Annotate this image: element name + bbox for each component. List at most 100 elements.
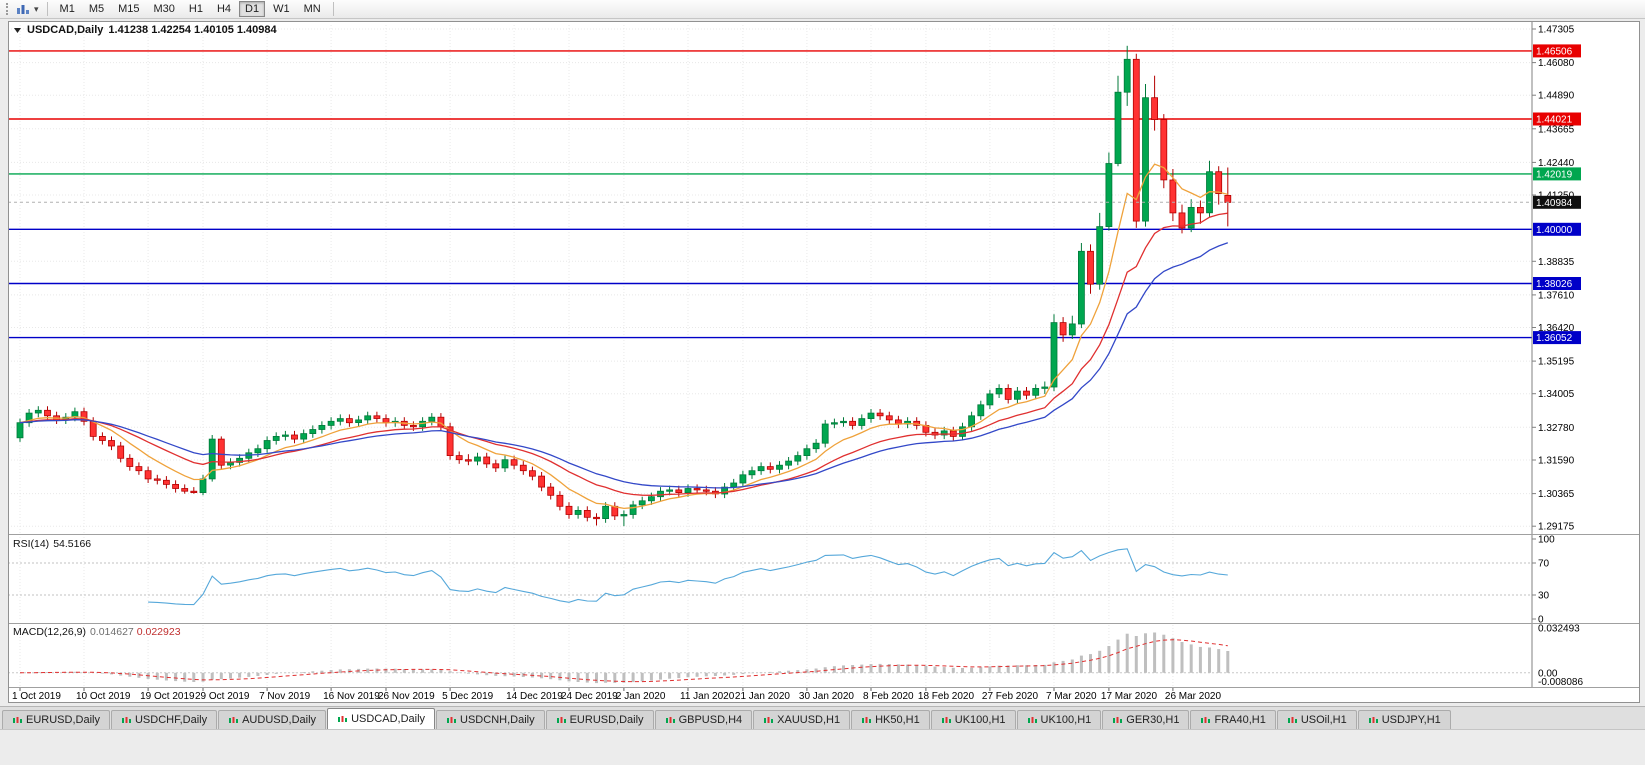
rsi-indicator-label: RSI(14) 54.5166 — [13, 538, 91, 550]
dropdown-caret-icon[interactable]: ▾ — [34, 3, 39, 14]
timeframe-button-h4[interactable]: H4 — [211, 1, 237, 17]
svg-text:18 Feb 2020: 18 Feb 2020 — [918, 691, 975, 702]
candlestick-chart-icon — [763, 716, 774, 725]
svg-text:1.38835: 1.38835 — [1538, 257, 1575, 268]
chart-tab-gbpusd-h4[interactable]: GBPUSD,H4 — [654, 710, 753, 729]
svg-text:8 Feb 2020: 8 Feb 2020 — [863, 691, 914, 702]
candlestick-chart-icon — [228, 716, 239, 725]
chart-tab-fra40-h1[interactable]: FRA40,H1 — [1190, 710, 1276, 729]
timeframes-toolbar: ▾ M1 M5 M15 M30 H1 H4 D1 W1 MN — [0, 0, 1645, 19]
svg-text:0.00: 0.00 — [1538, 668, 1558, 679]
svg-text:1.40984: 1.40984 — [1536, 198, 1573, 209]
chart-area[interactable]: 1.47305 1.46080 1.44890 1.43665 1.42440 1.412… — [8, 21, 1640, 703]
macd-signal-value: 0.022923 — [136, 626, 181, 638]
candlestick-chart-icon — [556, 716, 566, 725]
candlestick-chart-icon — [665, 716, 675, 725]
price-axis[interactable]: 1.473051.460801.448901.436651.424401.412… — [1532, 25, 1575, 533]
svg-text:27 Feb 2020: 27 Feb 2020 — [982, 691, 1039, 702]
candlestick-chart-icon — [1112, 716, 1123, 725]
chart-tab-audusd-daily[interactable]: AUDUSD,Daily — [218, 710, 327, 729]
svg-text:30 Jan 2020: 30 Jan 2020 — [799, 691, 854, 702]
chart-symbol-label: USDCAD,Daily — [27, 24, 104, 36]
candlestick-chart-icon — [1368, 716, 1378, 725]
one-click-trading-arrow-icon[interactable] — [13, 26, 22, 35]
chart-tab-uk100-h1[interactable]: UK100,H1 — [930, 710, 1016, 729]
chart-tab-uk100-h1[interactable]: UK100,H1 — [1016, 710, 1102, 729]
chart-tab-label: EURUSD,Daily — [569, 714, 644, 726]
chart-tab-ger30-h1[interactable]: GER30,H1 — [1102, 710, 1190, 729]
rsi-panel: 100 70 30 0 — [8, 535, 1555, 626]
chart-tab-label: HK50,H1 — [875, 714, 920, 726]
svg-text:11 Jan 2020: 11 Jan 2020 — [680, 691, 735, 702]
svg-text:70: 70 — [1538, 559, 1550, 570]
svg-text:100: 100 — [1538, 535, 1555, 546]
svg-text:1.32780: 1.32780 — [1538, 423, 1575, 434]
chart-tab-usdcnh-daily[interactable]: USDCNH,Daily — [436, 710, 545, 729]
timeframe-button-m5[interactable]: M5 — [83, 1, 110, 17]
svg-text:1.29175: 1.29175 — [1538, 522, 1575, 533]
macd-panel: 0.032493 0.00-0.008086 — [8, 624, 1583, 688]
chart-tab-label: USDJPY,H1 — [1381, 714, 1441, 726]
chart-tab-label: FRA40,H1 — [1214, 714, 1266, 726]
timeframe-button-w1[interactable]: W1 — [267, 1, 296, 17]
chart-tab-hk50-h1[interactable]: HK50,H1 — [851, 710, 930, 729]
svg-text:1.36420: 1.36420 — [1538, 323, 1575, 334]
chart-tab-label: USOil,H1 — [1300, 714, 1347, 726]
candlestick-chart-icon — [446, 716, 457, 725]
svg-text:1.37610: 1.37610 — [1538, 290, 1575, 301]
svg-text:17 Mar 2020: 17 Mar 2020 — [1101, 691, 1158, 702]
chart-tab-label: USDCNH,Daily — [460, 714, 535, 726]
svg-text:1 Oct 2019: 1 Oct 2019 — [12, 691, 61, 702]
chart-tab-usdcad-daily[interactable]: USDCAD,Daily — [327, 708, 436, 729]
toolbar-drag-handle[interactable] — [6, 3, 11, 15]
rsi-line — [148, 548, 1228, 606]
timeframe-button-h1[interactable]: H1 — [183, 1, 209, 17]
chart-tab-xauusd-h1[interactable]: XAUUSD,H1 — [753, 710, 851, 729]
toolbar-separator — [46, 2, 48, 16]
svg-text:14 Dec 2019: 14 Dec 2019 — [506, 691, 563, 702]
svg-text:26 Mar 2020: 26 Mar 2020 — [1165, 691, 1222, 702]
rsi-name: RSI(14) — [13, 538, 50, 550]
chart-tab-label: USDCHF,Daily — [134, 714, 208, 726]
svg-text:1.42440: 1.42440 — [1538, 158, 1575, 169]
svg-text:1.42019: 1.42019 — [1536, 169, 1573, 180]
svg-text:19 Oct 2019: 19 Oct 2019 — [140, 691, 195, 702]
support-resistance-lines[interactable] — [8, 50, 1532, 339]
svg-text:5 Dec 2019: 5 Dec 2019 — [442, 691, 494, 702]
chart-ohlc-values: 1.41238 1.42254 1.40105 1.40984 — [108, 24, 277, 36]
chart-tab-eurusd-daily[interactable]: EURUSD,Daily — [2, 710, 110, 729]
timeframe-button-mn[interactable]: MN — [298, 1, 327, 17]
chart-tab-usoil-h1[interactable]: USOil,H1 — [1276, 710, 1357, 729]
svg-text:2 Jan 2020: 2 Jan 2020 — [616, 691, 666, 702]
timeframe-button-m15[interactable]: M15 — [112, 1, 145, 17]
timeframe-button-m1[interactable]: M1 — [54, 1, 81, 17]
chart-tab-usdjpy-h1[interactable]: USDJPY,H1 — [1357, 710, 1451, 729]
macd-indicator-label: MACD(12,26,9) 0.014627 0.022923 — [13, 626, 181, 638]
svg-text:-0.008086: -0.008086 — [1538, 677, 1583, 688]
svg-text:21 Jan 2020: 21 Jan 2020 — [735, 691, 790, 702]
chart-tab-eurusd-daily[interactable]: EURUSD,Daily — [545, 710, 654, 729]
chart-tab-label: USDCAD,Daily — [351, 713, 426, 725]
chart-tab-label: GBPUSD,H4 — [678, 714, 743, 726]
timeframe-button-m30[interactable]: M30 — [148, 1, 181, 17]
svg-text:1.46506: 1.46506 — [1536, 46, 1573, 57]
svg-text:1.46080: 1.46080 — [1538, 58, 1575, 69]
chart-periods-icon[interactable] — [16, 3, 30, 15]
macd-main-value: 0.014627 — [89, 626, 134, 638]
candlestick-chart-icon — [121, 716, 131, 725]
candlestick-chart-icon — [1200, 716, 1211, 725]
macd-name: MACD(12,26,9) — [13, 626, 86, 638]
svg-text:1.43665: 1.43665 — [1538, 124, 1575, 135]
svg-text:1.44021: 1.44021 — [1536, 115, 1573, 126]
svg-text:29 Oct 2019: 29 Oct 2019 — [195, 691, 250, 702]
timeframe-buttons: M1 M5 M15 M30 H1 H4 D1 W1 MN — [54, 0, 327, 18]
timeframe-button-d1[interactable]: D1 — [239, 0, 266, 18]
svg-text:1.36052: 1.36052 — [1536, 333, 1573, 344]
chart-tab-usdchf-daily[interactable]: USDCHF,Daily — [110, 710, 218, 729]
moving-average-line — [19, 163, 1228, 510]
price-chart[interactable]: 1.47305 1.46080 1.44890 1.43665 1.42440 1.412… — [8, 21, 1640, 703]
time-axis[interactable]: 1 Oct 2019 10 Oct 2019 19 Oct 2019 29 Oct 2… — [12, 688, 1221, 702]
svg-text:0: 0 — [1538, 615, 1544, 626]
candlestick-chart-icon — [861, 716, 872, 725]
